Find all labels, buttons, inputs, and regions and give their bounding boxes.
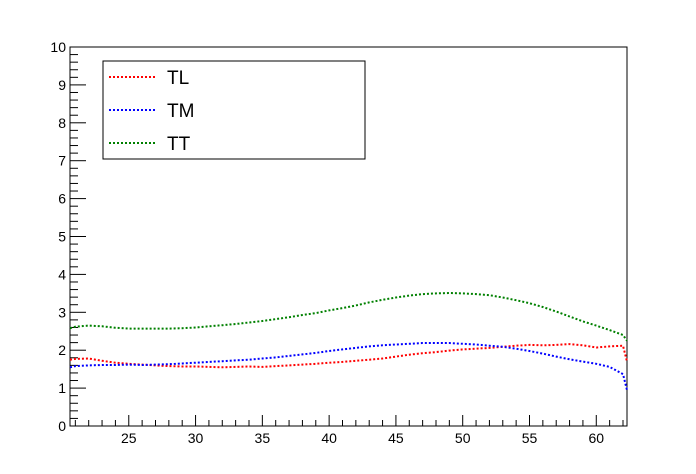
axis-ticks xyxy=(70,46,624,427)
x-tick-label: 40 xyxy=(321,430,337,446)
x-tick-label: 25 xyxy=(121,430,137,446)
y-tick-label: 4 xyxy=(58,266,66,282)
y-tick-label: 3 xyxy=(58,304,66,320)
y-tick-label: 8 xyxy=(58,115,66,131)
y-tick-label: 7 xyxy=(58,153,66,169)
series-lines xyxy=(69,291,628,391)
legend-label-tm: TM xyxy=(167,101,194,122)
series-line-tl xyxy=(69,343,628,369)
x-tick-label: 50 xyxy=(455,430,471,446)
y-tick-label: 9 xyxy=(58,77,66,93)
x-tick-label: 30 xyxy=(188,430,204,446)
x-tick-label: 35 xyxy=(255,430,271,446)
x-tick-label: 60 xyxy=(588,430,604,446)
series-line-tt xyxy=(69,291,628,342)
y-tick-label: 0 xyxy=(58,418,66,434)
series-line-tm xyxy=(69,342,628,391)
x-tick-label: 45 xyxy=(388,430,404,446)
y-tick-label: 6 xyxy=(58,191,66,207)
y-tick-label: 5 xyxy=(58,229,66,245)
legend-label-tl: TL xyxy=(167,68,189,89)
x-tick-label: 55 xyxy=(522,430,538,446)
y-tick-label: 2 xyxy=(58,342,66,358)
y-tick-label: 1 xyxy=(58,380,66,396)
legend: TL TM TT xyxy=(102,60,366,160)
y-tick-label: 10 xyxy=(50,39,66,55)
legend-label-tt: TT xyxy=(167,134,191,155)
